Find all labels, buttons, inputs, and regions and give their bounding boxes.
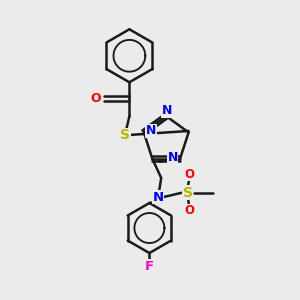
Text: S: S bbox=[120, 128, 130, 142]
Text: N: N bbox=[162, 104, 172, 117]
Text: O: O bbox=[184, 204, 194, 218]
Text: O: O bbox=[91, 92, 101, 105]
Text: N: N bbox=[146, 124, 156, 137]
Text: O: O bbox=[184, 168, 194, 181]
Text: F: F bbox=[145, 260, 154, 273]
Text: N: N bbox=[167, 151, 178, 164]
Text: S: S bbox=[183, 186, 193, 200]
Text: N: N bbox=[153, 190, 164, 203]
